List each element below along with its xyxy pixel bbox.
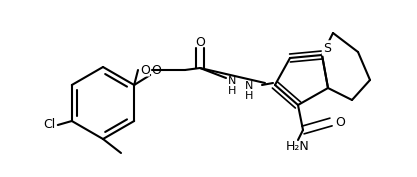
Text: S: S: [323, 41, 331, 55]
Text: Cl: Cl: [44, 118, 56, 132]
Text: O: O: [335, 116, 345, 129]
Text: N
H: N H: [245, 81, 253, 101]
Text: O: O: [140, 64, 150, 76]
Text: O: O: [151, 64, 161, 78]
Text: H₂N: H₂N: [286, 139, 310, 153]
Text: O: O: [195, 36, 205, 48]
Text: N
H: N H: [228, 76, 236, 96]
